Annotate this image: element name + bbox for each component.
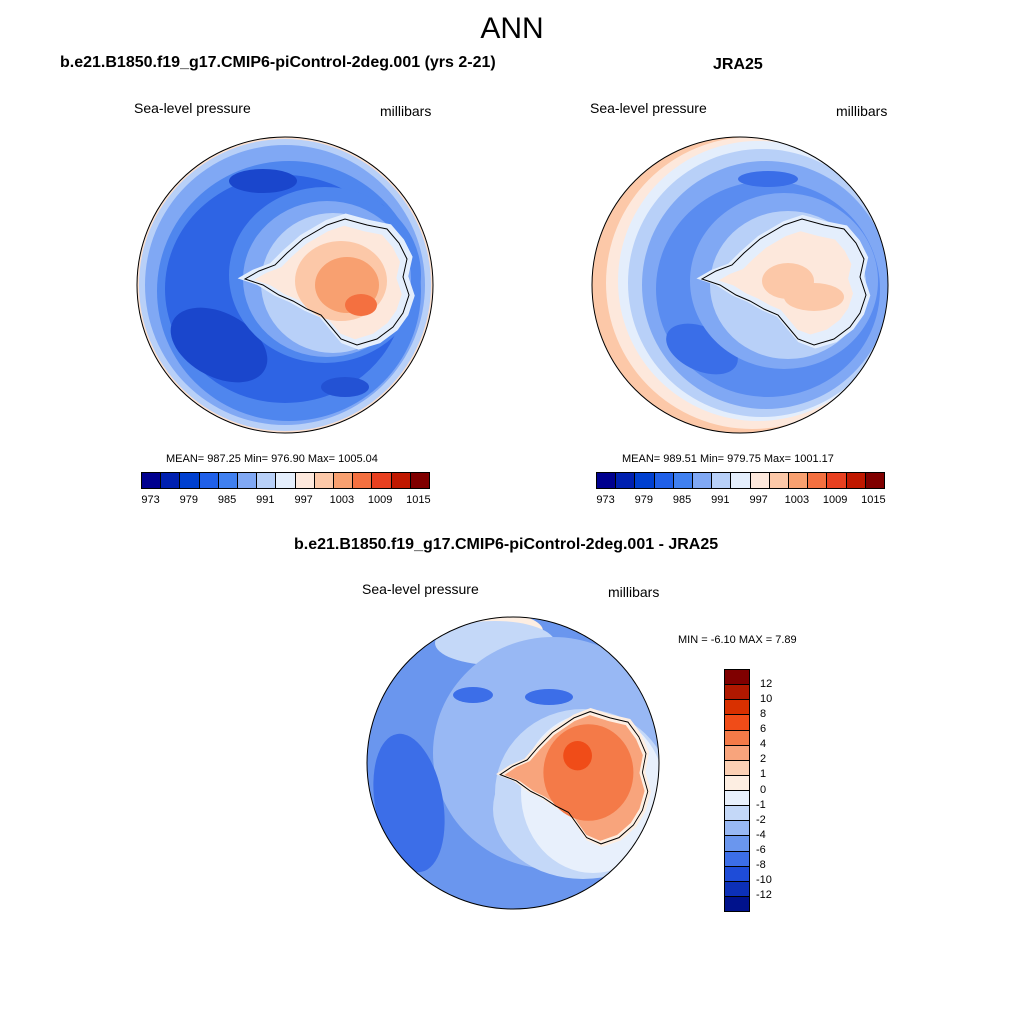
- right-colorbar-swatch: [597, 473, 617, 488]
- diff-colorbar-tick-label: 1: [760, 768, 767, 781]
- diff-units-label: millibars: [608, 584, 660, 600]
- diff-polar-map: [366, 616, 660, 910]
- left-colorbar-swatch: [238, 473, 258, 488]
- left-colorbar-swatch: [372, 473, 392, 488]
- left-colorbar-swatch: [391, 473, 411, 488]
- diff-colorbar-swatch: [725, 836, 749, 852]
- diff-colorbar-tick-label: -8: [756, 858, 766, 871]
- diff-colorbar: [724, 669, 750, 912]
- right-polar-map: [591, 136, 889, 434]
- left-colorbar-tick-label: 973: [141, 494, 160, 506]
- right-colorbar-swatch: [808, 473, 828, 488]
- right-colorbar-swatch: [750, 473, 770, 488]
- diff-colorbar-labels: 12 10 8 6 4 2 1 0 -1 -2 -4 -6 -8 -10 -12: [756, 669, 796, 910]
- diff-panel-title: b.e21.B1850.f19_g17.CMIP6-piControl-2deg…: [294, 536, 719, 553]
- diff-colorbar-tick-label: -2: [756, 813, 766, 826]
- diff-colorbar-tick-label: -6: [756, 843, 766, 856]
- left-colorbar-swatch: [257, 473, 277, 488]
- left-colorbar-swatch: [295, 473, 315, 488]
- left-colorbar-tick-label: 997: [294, 494, 313, 506]
- diff-colorbar-tick-label: 10: [760, 693, 773, 706]
- diff-colorbar-swatch: [725, 896, 749, 911]
- diff-colorbar-tick-label: 0: [760, 783, 767, 796]
- diff-colorbar-tick-label: -1: [756, 798, 766, 811]
- left-colorbar-tick-label: 979: [179, 494, 199, 506]
- right-colorbar-swatch: [865, 473, 885, 488]
- diff-colorbar-swatch: [725, 670, 749, 686]
- right-panel-title: JRA25: [713, 56, 763, 73]
- diff-colorbar-swatch: [725, 730, 749, 746]
- diff-colorbar-tick-label: -12: [756, 888, 772, 901]
- left-colorbar-tick-label: 1015: [406, 494, 431, 506]
- left-colorbar-swatch: [410, 473, 430, 488]
- right-colorbar-swatch: [635, 473, 655, 488]
- right-colorbar-tick-label: 973: [596, 494, 615, 506]
- left-colorbar-swatch: [334, 473, 354, 488]
- diff-colorbar-swatch: [725, 851, 749, 867]
- left-colorbar-tick-label: 1003: [329, 494, 355, 506]
- diff-colorbar-tick-label: -4: [756, 828, 766, 841]
- right-colorbar-swatch: [789, 473, 809, 488]
- right-colorbar-swatch: [693, 473, 713, 488]
- right-colorbar-tick-label: 1003: [784, 494, 810, 506]
- diff-colorbar-swatch: [725, 745, 749, 761]
- figure-title: ANN: [480, 12, 544, 45]
- left-units-label: millibars: [380, 103, 432, 119]
- left-colorbar-swatch: [180, 473, 200, 488]
- right-colorbar-tick-label: 997: [749, 494, 768, 506]
- left-colorbar-swatch: [161, 473, 181, 488]
- right-units-label: millibars: [836, 103, 888, 119]
- right-colorbar-tick-label: 1009: [822, 494, 848, 506]
- diff-colorbar-tick-label: 4: [760, 738, 767, 751]
- right-colorbar-tick-label: 979: [634, 494, 654, 506]
- left-colorbar-swatch: [353, 473, 373, 488]
- diff-colorbar-tick-label: -10: [756, 873, 772, 886]
- diff-colorbar-swatch: [725, 791, 749, 807]
- right-colorbar-swatch: [654, 473, 674, 488]
- diff-colorbar-swatch: [725, 821, 749, 837]
- left-colorbar-swatch: [199, 473, 219, 488]
- diff-colorbar-swatch: [725, 685, 749, 701]
- diff-colorbar-swatch: [725, 700, 749, 716]
- right-colorbar-swatch: [769, 473, 790, 488]
- right-colorbar-swatch: [673, 473, 694, 488]
- right-colorbar-swatch: [846, 473, 866, 488]
- right-variable-label: Sea-level pressure: [590, 100, 707, 116]
- diff-colorbar-tick-label: 2: [760, 753, 767, 766]
- diff-colorbar-swatch: [725, 806, 749, 822]
- right-colorbar-tick-label: 1015: [861, 494, 886, 506]
- diff-colorbar-tick-label: 12: [760, 678, 773, 691]
- diff-negative-anomaly: [373, 733, 445, 873]
- left-colorbar-swatch: [218, 473, 239, 488]
- left-colorbar-tick-label: 1009: [367, 494, 393, 506]
- left-colorbar: [141, 472, 430, 489]
- left-variable-label: Sea-level pressure: [134, 100, 251, 116]
- diff-colorbar-swatch: [725, 715, 749, 731]
- right-colorbar-tick-label: 991: [711, 494, 730, 506]
- diff-colorbar-swatch: [725, 775, 749, 791]
- right-colorbar-tick-label: 985: [672, 494, 692, 506]
- diff-colorbar-swatch: [725, 881, 749, 897]
- left-colorbar-swatch: [142, 473, 162, 488]
- diff-colorbar-swatch: [725, 760, 749, 776]
- right-stats: MEAN= 989.51 Min= 979.75 Max= 1001.17: [622, 453, 834, 465]
- diff-colorbar-swatch: [725, 866, 749, 882]
- left-colorbar-tick-label: 985: [217, 494, 237, 506]
- right-colorbar-swatch: [827, 473, 847, 488]
- left-panel-title: b.e21.B1850.f19_g17.CMIP6-piControl-2deg…: [60, 54, 496, 71]
- left-colorbar-tick-label: 991: [256, 494, 275, 506]
- diff-stats: MIN = -6.10 MAX = 7.89: [678, 634, 797, 646]
- right-colorbar: [596, 472, 885, 489]
- diff-colorbar-tick-label: 6: [760, 723, 767, 736]
- left-stats: MEAN= 987.25 Min= 976.90 Max= 1005.04: [166, 453, 378, 465]
- right-colorbar-swatch: [616, 473, 636, 488]
- left-polar-map: [136, 136, 434, 434]
- diff-variable-label: Sea-level pressure: [362, 581, 479, 597]
- left-colorbar-swatch: [276, 473, 296, 488]
- left-colorbar-swatch: [314, 473, 335, 488]
- diff-colorbar-tick-label: 8: [760, 708, 767, 721]
- right-colorbar-swatch: [712, 473, 732, 488]
- right-colorbar-swatch: [731, 473, 751, 488]
